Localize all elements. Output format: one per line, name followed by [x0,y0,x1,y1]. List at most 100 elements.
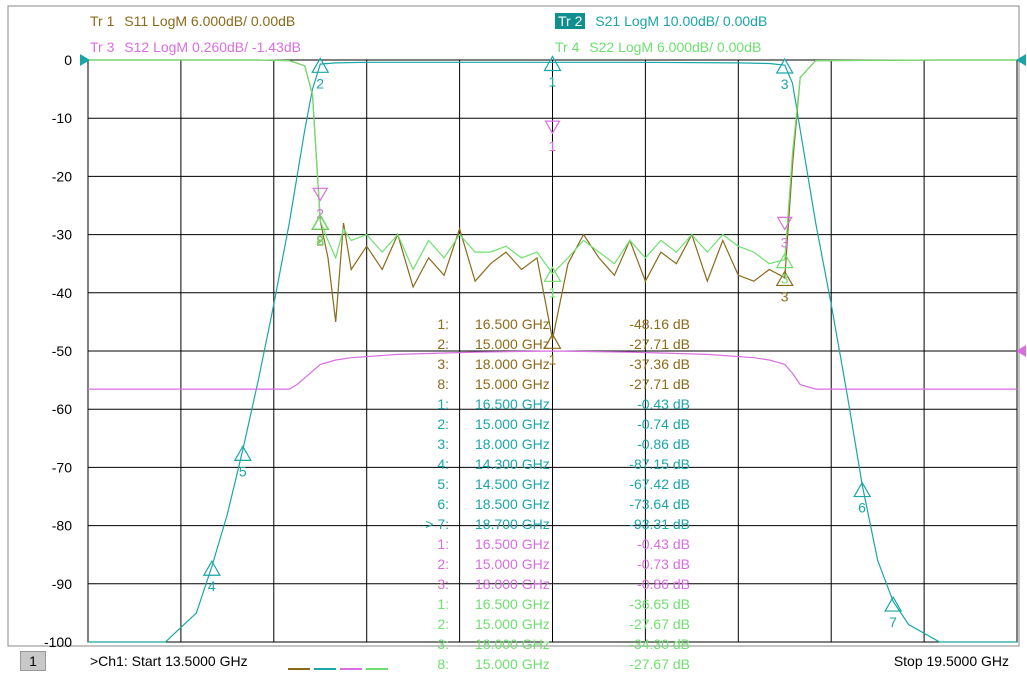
marker-idx: 1: [437,396,449,412]
marker-row: > 7: 18.700 GHz -93.31 dB [425,514,705,534]
marker-triangle [544,120,561,135]
legend-swatch-s11 [288,668,310,671]
y-tick-label: 0 [64,52,72,68]
stop-frequency[interactable]: Stop 19.5000 GHz [893,653,1009,669]
marker-row: 1: 16.500 GHz -36.65 dB [425,594,705,614]
marker-s21-4: 4 [202,560,221,594]
legend-swatch-s21 [314,668,336,671]
marker-freq: 16.500 GHz [475,396,550,412]
marker-freq: 18.000 GHz [475,576,550,592]
y-tick-label: -90 [52,576,72,592]
channel-number-button[interactable]: 1 [20,651,46,671]
y-axis-ticks: 0 -10 -20 -30 -40 -50 -60 -70 -80 -90 -100 [44,52,72,648]
plot-area[interactable]: 0 -10 -20 -30 -40 -50 -60 -70 -80 -90 -100 1 2 3 4 5 6 7… [0,0,1027,648]
start-frequency[interactable]: >Ch1: Start 13.5000 GHz [90,653,248,669]
marker-val: -48.16 dB [629,316,690,332]
marker-val: -87.15 dB [629,456,690,472]
marker-freq: 18.500 GHz [475,496,550,512]
marker-s22-8: 8 [311,213,330,248]
marker-id-label: 1 [549,74,557,90]
trace-settings: S12 LogM 0.260dB/ -1.43dB [124,39,301,55]
marker-row: 3: 18.000 GHz -0.86 dB [425,574,705,594]
marker-id-label: 3 [781,288,789,304]
ref-level-arrow-left [80,54,90,66]
marker-id-label: 4 [208,578,216,594]
marker-row: 3: 18.000 GHz -0.86 dB [425,434,705,454]
y-tick-label: -60 [52,401,72,417]
traces [88,59,1017,643]
marker-freq: 16.500 GHz [475,536,550,552]
marker-idx: 3: [437,356,449,372]
marker-freq: 18.000 GHz [475,436,550,452]
marker-freq: 16.500 GHz [475,316,550,332]
marker-s21-2: 2 [311,57,330,91]
trace-s12 [88,350,1017,390]
marker-s12-2: 2 [312,187,329,221]
marker-idx: > 7: [425,516,449,532]
marker-readout-table: 1: 16.500 GHz -48.16 dB 2: 15.000 GHz -27.71 … [425,314,705,674]
marker-s11-3: 3 [775,270,794,304]
marker-freq: 16.500 GHz [475,596,550,612]
marker-triangle [233,445,252,461]
marker-row: 8: 15.000 GHz -27.67 dB [425,654,705,674]
marker-idx: 8: [437,376,449,392]
trace-label: Tr 1 [90,13,115,29]
trace-settings: S21 LogM 10.00dB/ 0.00dB [595,13,768,29]
marker-s21-6: 6 [853,481,872,516]
marker-freq: 15.000 GHz [475,416,550,432]
y-tick-label: -70 [52,459,72,475]
trace-header-tr2[interactable]: Tr 2 S21 LogM 10.00dB/ 0.00dB [555,13,773,29]
marker-s12-1: 1 [544,120,561,154]
marker-val: -93.31 dB [629,516,690,532]
reference-arrows [80,54,1026,357]
marker-triangle [776,216,793,231]
marker-val: -36.65 dB [629,596,690,612]
trace-header-tr1[interactable]: Tr 1 S11 LogM 6.000dB/ 0.00dB [90,13,301,29]
trace-label: Tr 4 [555,39,580,55]
legend-swatch-s12 [340,668,362,671]
trace-label: Tr 2 [555,13,586,29]
marker-triangle [775,270,794,287]
marker-id-label: 2 [316,232,324,248]
marker-row: 3: 18.000 GHz -37.36 dB [425,354,705,374]
marker-row: 8: 15.000 GHz -27.71 dB [425,374,705,394]
trace-s21 [88,61,1017,643]
marker-id-label: 5 [239,463,247,479]
marker-idx: 1: [437,596,449,612]
trace-header-tr4[interactable]: Tr 4 S22 LogM 6.000dB/ 0.00dB [555,39,767,55]
marker-freq: 15.000 GHz [475,556,550,572]
marker-row: 2: 15.000 GHz -27.71 dB [425,334,705,354]
marker-val: -73.64 dB [629,496,690,512]
marker-row: 1: 16.500 GHz -0.43 dB [425,534,705,554]
trace-header-tr3[interactable]: Tr 3 S12 LogM 0.260dB/ -1.43dB [90,39,307,55]
trace-s22 [88,59,1017,275]
marker-idx: 8: [437,656,449,672]
marker-freq: 15.000 GHz [475,656,550,672]
marker-freq: 18.000 GHz [475,636,550,652]
y-tick-label: -20 [52,168,72,184]
marker-triangle [853,481,872,498]
marker-id-label: 1 [549,138,557,154]
trace-settings: S22 LogM 6.000dB/ 0.00dB [589,39,762,55]
marker-row: 2: 15.000 GHz -0.74 dB [425,414,705,434]
marker-id-label: 2 [316,75,324,91]
marker-row: 6: 18.500 GHz -73.64 dB [425,494,705,514]
marker-triangle [884,595,903,612]
marker-row: 1: 16.500 GHz -0.43 dB [425,394,705,414]
marker-row: 1: 16.500 GHz -48.16 dB [425,314,705,334]
marker-row: 2: 15.000 GHz -27.67 dB [425,614,705,634]
marker-idx: 3: [437,436,449,452]
marker-idx: 5: [437,476,449,492]
marker-freq: 18.700 GHz [475,516,550,532]
marker-id-label: 3 [781,76,789,92]
ref-level-arrow-s12 [1016,345,1026,357]
marker-id-label: 3 [781,234,789,250]
marker-s22-1: 1 [543,266,562,300]
y-tick-label: -30 [52,227,72,243]
y-tick-label: -10 [52,110,72,126]
marker-idx: 2: [437,336,449,352]
marker-triangle [775,252,794,269]
trace-label: Tr 3 [90,39,115,55]
